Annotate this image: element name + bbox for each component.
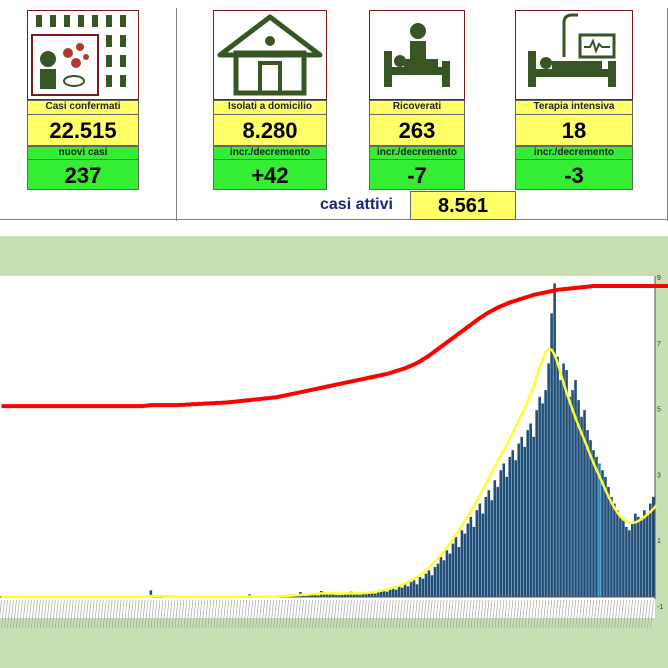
icu-value: 18 <box>515 114 633 146</box>
chart-plot-area <box>0 276 655 618</box>
active-cases-label: casi attivi <box>320 196 393 213</box>
active-cases-value: 8.561 <box>410 191 516 220</box>
hospital-bed-icon <box>369 10 465 100</box>
dashboard-header: Casi confermati 22.515 nuovi casi 237 Is… <box>0 0 668 222</box>
icu-change-label: incr./decremento <box>515 146 633 160</box>
hospitalized-change-label: incr./decremento <box>369 146 465 160</box>
home-isolation-change-value: +42 <box>213 159 327 190</box>
house-icon <box>213 10 327 100</box>
hospitalized-value: 263 <box>369 114 465 146</box>
hospitalized-label: Ricoverati <box>369 100 465 115</box>
home-isolation-value: 8.280 <box>213 114 327 146</box>
hospitalized-change-value: -7 <box>369 159 465 190</box>
icu-change-value: -3 <box>515 159 633 190</box>
icu-bed-icon <box>515 10 633 100</box>
crowd-infection-icon <box>27 10 139 100</box>
confirmed-label: Casi confermati <box>27 100 139 115</box>
home-isolation-change-label: incr./decremento <box>213 146 327 160</box>
new-cases-value: 237 <box>27 159 139 190</box>
icu-label: Terapia intensiva <box>515 100 633 115</box>
separator-bottom <box>0 219 668 220</box>
confirmed-value: 22.515 <box>27 114 139 146</box>
new-cases-label: nuovi casi <box>27 146 139 160</box>
separator-left <box>176 8 177 221</box>
home-isolation-label: Isolati a domicilio <box>213 100 327 115</box>
